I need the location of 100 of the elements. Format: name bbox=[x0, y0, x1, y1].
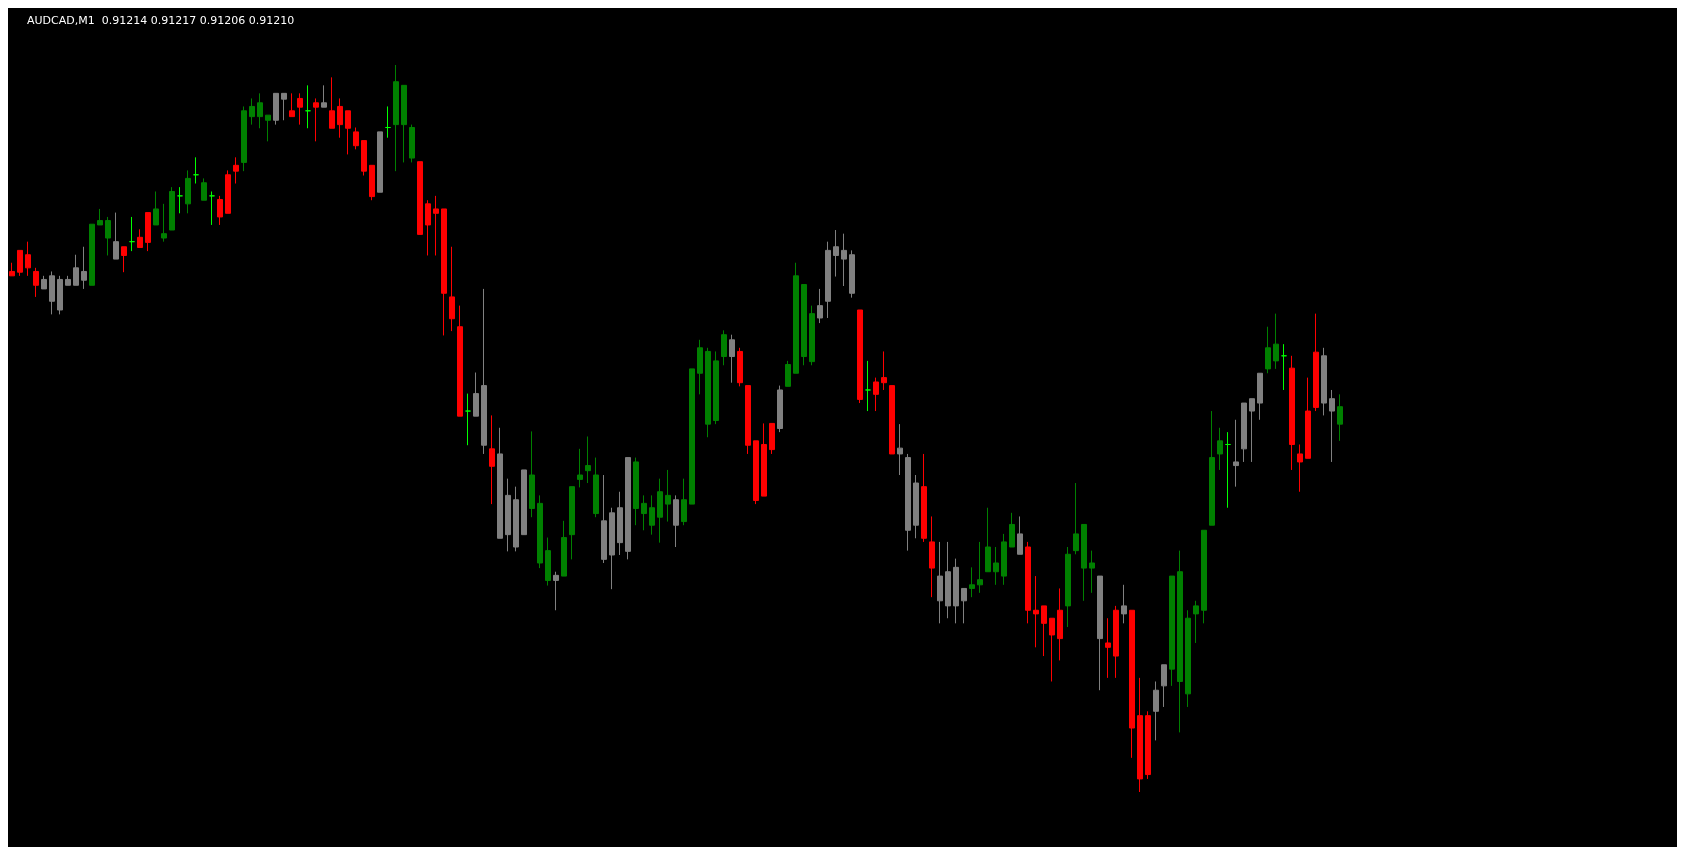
candlestick bbox=[105, 216, 111, 256]
candlestick bbox=[265, 114, 271, 142]
candlestick bbox=[425, 199, 431, 256]
candlestick bbox=[1113, 605, 1119, 679]
candlestick bbox=[585, 436, 591, 484]
candlestick bbox=[1217, 427, 1223, 471]
candlestick bbox=[929, 515, 935, 598]
candlestick bbox=[849, 249, 855, 299]
candlestick bbox=[681, 478, 687, 526]
candlestick bbox=[1001, 533, 1007, 586]
candlestick bbox=[617, 491, 623, 556]
candlestick bbox=[881, 350, 887, 391]
candlestick bbox=[673, 494, 679, 548]
candlestick bbox=[417, 161, 423, 235]
candlestick bbox=[977, 541, 983, 594]
candlestick bbox=[337, 97, 343, 139]
candlestick bbox=[153, 191, 159, 226]
candlestick bbox=[489, 414, 495, 505]
candlestick bbox=[1065, 546, 1071, 628]
candlestick bbox=[745, 385, 751, 455]
candlestick bbox=[1145, 710, 1151, 780]
candlestick bbox=[521, 469, 527, 536]
candlestick bbox=[1281, 343, 1287, 391]
candlestick bbox=[465, 393, 471, 446]
candlestick bbox=[241, 105, 247, 172]
candlestick bbox=[1105, 617, 1111, 679]
candlestick bbox=[649, 494, 655, 536]
candlestick bbox=[961, 587, 967, 624]
candlestick bbox=[1081, 523, 1087, 602]
candlestick bbox=[865, 360, 871, 412]
candlestick bbox=[761, 422, 767, 497]
candlestick bbox=[1321, 347, 1327, 416]
chart-title: AUDCAD,M1 0.91214 0.91217 0.91206 0.91210 bbox=[27, 14, 295, 27]
candlestick bbox=[985, 507, 991, 573]
candlestick bbox=[609, 507, 615, 590]
candlestick bbox=[1169, 575, 1175, 687]
candlestick bbox=[1153, 681, 1159, 741]
candlestick bbox=[777, 385, 783, 433]
candlestick bbox=[729, 334, 735, 384]
candlestick bbox=[393, 64, 399, 172]
candlestick bbox=[545, 537, 551, 587]
candlestick bbox=[1265, 326, 1271, 374]
candlestick bbox=[385, 105, 391, 139]
candlestick bbox=[665, 469, 671, 523]
candlestick bbox=[161, 203, 167, 243]
candlestick bbox=[905, 453, 911, 552]
candlestick bbox=[889, 385, 895, 455]
candlestick bbox=[737, 347, 743, 387]
candlestick bbox=[369, 164, 375, 201]
candlestick bbox=[1249, 398, 1255, 463]
candlestick bbox=[249, 97, 255, 126]
candlestick bbox=[233, 156, 239, 184]
candlestick bbox=[569, 486, 575, 560]
candlestick bbox=[1009, 512, 1015, 548]
candlestick bbox=[921, 453, 927, 543]
candlestick bbox=[625, 457, 631, 560]
candlestick bbox=[177, 186, 183, 214]
candlestick bbox=[937, 541, 943, 624]
candlestick bbox=[169, 186, 175, 231]
candlestick bbox=[505, 478, 511, 552]
candlestick bbox=[209, 191, 215, 226]
candlestick bbox=[1185, 609, 1191, 708]
candlestick bbox=[9, 262, 15, 277]
candlestick bbox=[1201, 529, 1207, 624]
candlestick bbox=[1129, 609, 1135, 759]
candlestick bbox=[1017, 515, 1023, 555]
candlestick bbox=[1297, 443, 1303, 493]
candlestick bbox=[377, 131, 383, 193]
candlestick bbox=[1025, 541, 1031, 624]
candlestick bbox=[769, 422, 775, 455]
candlestick bbox=[313, 97, 319, 142]
candlestick bbox=[137, 228, 143, 248]
candlestick bbox=[1241, 402, 1247, 463]
candlestick bbox=[577, 448, 583, 488]
candlestick bbox=[641, 494, 647, 531]
candlestick bbox=[1225, 431, 1231, 509]
candlestick bbox=[1041, 605, 1047, 657]
candlestick bbox=[281, 92, 287, 121]
candlestick bbox=[361, 140, 367, 176]
candlestick bbox=[857, 309, 863, 404]
candlestick bbox=[129, 216, 135, 252]
candlestick bbox=[321, 84, 327, 108]
candlestick bbox=[1057, 587, 1063, 661]
candlestick bbox=[785, 360, 791, 387]
candlestick bbox=[297, 92, 303, 126]
candlestick bbox=[1337, 393, 1343, 442]
candlestick bbox=[529, 430, 535, 518]
candlestick bbox=[841, 233, 847, 287]
candlestick bbox=[657, 478, 663, 544]
candlestick bbox=[201, 177, 207, 201]
candlestick bbox=[793, 262, 799, 374]
candlestick bbox=[353, 127, 359, 150]
candlestick bbox=[217, 195, 223, 226]
candlestick bbox=[441, 208, 447, 336]
candlestick bbox=[193, 156, 199, 184]
candlestick bbox=[273, 92, 279, 126]
candlestick bbox=[873, 377, 879, 412]
candlestick bbox=[1233, 419, 1239, 488]
candlestick bbox=[457, 305, 463, 417]
candlestick bbox=[721, 329, 727, 366]
